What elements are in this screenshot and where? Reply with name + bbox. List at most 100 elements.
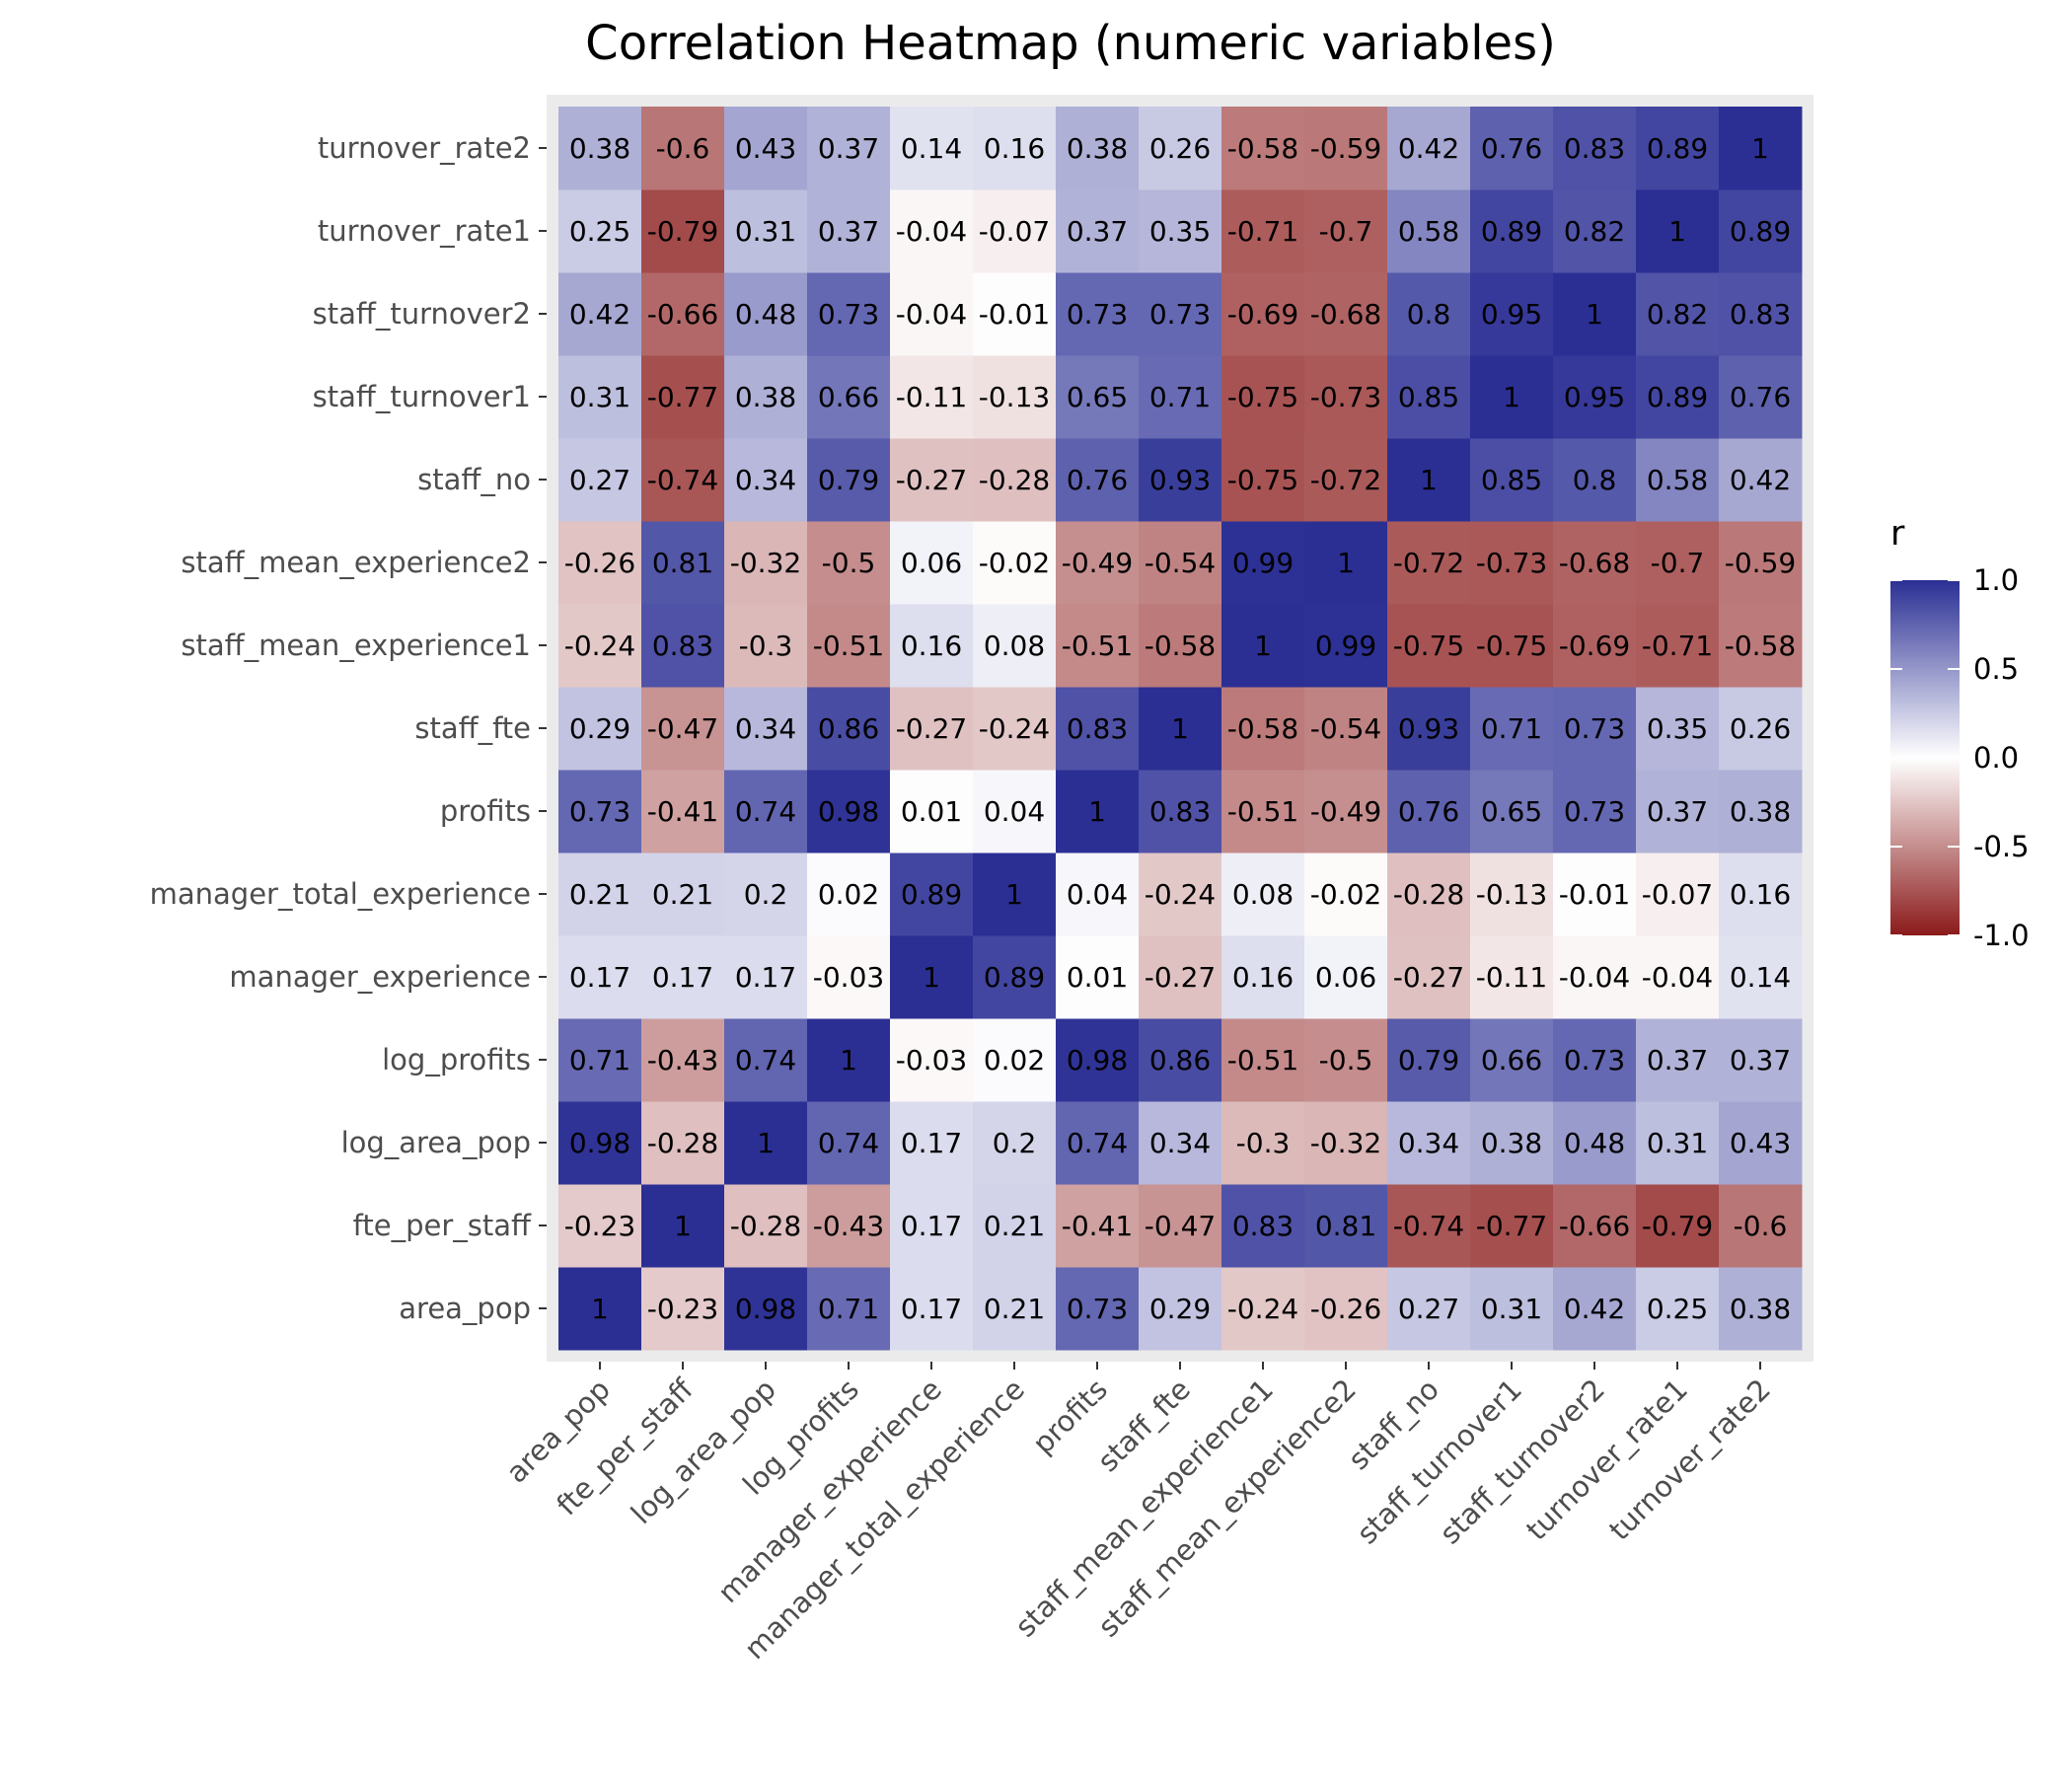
heatmap-cell-log-area-pop-area-pop: [724, 1267, 808, 1351]
heatmap-cell-turnover-rate2-log-profits: [1719, 1018, 1803, 1102]
cell-value-label: -0.79: [1642, 1210, 1713, 1242]
heatmap-cell-log-profits-area-pop: [807, 1267, 891, 1351]
cell-value-label: 0.37: [818, 132, 879, 165]
heatmap-cell-labels: 1-0.230.980.710.170.210.730.29-0.24-0.26…: [564, 132, 1796, 1325]
heatmap-cell-fte-per-staff-profits: [641, 770, 725, 853]
cell-value-label: -0.69: [1559, 630, 1630, 662]
cell-value-label: -0.26: [564, 547, 635, 579]
heatmap-cell-turnover-rate2-log-area-pop: [1719, 1101, 1803, 1185]
cell-value-label: 1: [1088, 795, 1106, 828]
cell-value-label: 0.65: [1481, 795, 1542, 828]
cell-value-label: 0.48: [1564, 1127, 1625, 1159]
heatmap-cell-fte-per-staff-staff-mean-experience2: [641, 521, 725, 605]
heatmap-cell-staff-fte-staff-turnover1: [1139, 355, 1222, 439]
heatmap-cell-staff-mean-experience1-log-area-pop: [1221, 1101, 1305, 1185]
heatmap-cell-turnover-rate2-staff-turnover1: [1719, 355, 1803, 439]
heatmap-cell-area-pop-turnover-rate1: [558, 189, 642, 273]
cell-value-label: 0.01: [901, 795, 962, 828]
cell-value-label: 0.89: [1481, 215, 1542, 248]
cell-value-label: 0.06: [901, 547, 962, 579]
heatmap-cell-fte-per-staff-area-pop: [641, 1267, 725, 1351]
cell-value-label: 0.27: [1398, 1293, 1459, 1325]
heatmap-cell-profits-profits: [1056, 770, 1140, 853]
cell-value-label: 0.98: [1067, 1044, 1128, 1076]
cell-value-label: 0.16: [901, 630, 962, 662]
heatmap-cell-turnover-rate1-turnover-rate1: [1636, 189, 1720, 273]
heatmap-cell-staff-turnover2-manager-total-experience: [1553, 853, 1637, 936]
heatmap-cell-profits-area-pop: [1056, 1267, 1140, 1351]
heatmap-cell-staff-mean-experience1-profits: [1221, 770, 1305, 853]
heatmap-cell-fte-per-staff-fte-per-staff: [641, 1184, 725, 1268]
cell-value-label: -0.58: [1227, 712, 1298, 745]
heatmap-cell-turnover-rate2-staff-fte: [1719, 687, 1803, 771]
cell-value-label: -0.7: [1319, 215, 1373, 248]
heatmap-cell-log-profits-fte-per-staff: [807, 1184, 891, 1268]
cell-value-label: 0.71: [569, 1044, 630, 1076]
cell-value-label: -0.27: [896, 464, 967, 496]
heatmap-cell-profits-staff-mean-experience2: [1056, 521, 1140, 605]
heatmap-cell-staff-turnover1-staff-mean-experience1: [1470, 604, 1554, 688]
cell-value-label: -0.51: [1062, 630, 1133, 662]
heatmap-cell-staff-no-turnover-rate2: [1387, 107, 1471, 190]
heatmap-cell-staff-fte-staff-mean-experience2: [1139, 521, 1222, 605]
cell-value-label: 0.76: [1730, 381, 1791, 413]
heatmap-cell-manager-total-experience-profits: [973, 770, 1057, 853]
heatmap-cell-log-profits-profits: [807, 770, 891, 853]
cell-value-label: 0.34: [1149, 1127, 1211, 1159]
cell-value-label: 0.17: [901, 1127, 962, 1159]
cell-value-label: 0.66: [1481, 1044, 1542, 1076]
heatmap-cell-staff-no-log-area-pop: [1387, 1101, 1471, 1185]
heatmap-cell-staff-turnover2-staff-mean-experience2: [1553, 521, 1637, 605]
heatmap-cell-turnover-rate1-manager-total-experience: [1636, 853, 1720, 936]
cell-value-label: -0.41: [1062, 1210, 1133, 1242]
heatmap-cell-staff-turnover2-fte-per-staff: [1553, 1184, 1637, 1268]
cell-value-label: 0.76: [1398, 795, 1459, 828]
heatmap-cell-log-area-pop-log-profits: [724, 1018, 808, 1102]
cell-value-label: -0.11: [896, 381, 967, 413]
y-tick-label-turnover-rate1: turnover_rate1: [318, 214, 531, 248]
heatmap-cell-staff-fte-staff-turnover2: [1139, 272, 1222, 356]
heatmap-cell-turnover-rate2-manager-experience: [1719, 935, 1803, 1019]
heatmap-cell-turnover-rate2-manager-total-experience: [1719, 853, 1803, 936]
cell-value-label: 0.89: [1647, 381, 1708, 413]
heatmap-cell-profits-manager-experience: [1056, 935, 1140, 1019]
legend-tick-label: 0.5: [1973, 652, 2019, 686]
heatmap-cell-manager-experience-staff-turnover1: [890, 355, 974, 439]
cell-value-label: 0.98: [818, 795, 879, 828]
cell-value-label: 0.37: [1647, 795, 1708, 828]
heatmap-cell-staff-fte-staff-fte: [1139, 687, 1222, 771]
cell-value-label: 0.26: [1149, 132, 1211, 165]
heatmap-cell-staff-turnover2-manager-experience: [1553, 935, 1637, 1019]
cell-value-label: 1: [1337, 547, 1355, 579]
cell-value-label: 0.21: [984, 1210, 1045, 1242]
heatmap-cell-fte-per-staff-staff-no: [641, 438, 725, 522]
heatmap-cell-staff-fte-staff-mean-experience1: [1139, 604, 1222, 688]
cell-value-label: 0.38: [1730, 1293, 1791, 1325]
cell-value-label: -0.23: [564, 1210, 635, 1242]
heatmap-cell-log-profits-log-profits: [807, 1018, 891, 1102]
cell-value-label: 0.58: [1398, 215, 1459, 248]
heatmap-cell-staff-no-staff-mean-experience2: [1387, 521, 1471, 605]
cell-value-label: 1: [1420, 464, 1438, 496]
cell-value-label: 0.42: [569, 298, 630, 331]
heatmap-cell-log-area-pop-staff-turnover1: [724, 355, 808, 439]
cell-value-label: -0.24: [1145, 878, 1216, 911]
cell-value-label: 0.38: [735, 381, 796, 413]
cell-value-label: 0.17: [901, 1210, 962, 1242]
cell-value-label: 0.83: [652, 630, 713, 662]
cell-value-label: -0.02: [1310, 878, 1381, 911]
heatmap-cell-area-pop-profits: [558, 770, 642, 853]
cell-value-label: 1: [674, 1210, 692, 1242]
cell-value-label: 0.85: [1398, 381, 1459, 413]
cell-value-label: 0.98: [569, 1127, 630, 1159]
cell-value-label: 0.43: [735, 132, 796, 165]
heatmap-cell-staff-turnover2-staff-turnover2: [1553, 272, 1637, 356]
heatmap-cells: [558, 107, 1803, 1351]
cell-value-label: 0.04: [984, 795, 1045, 828]
cell-value-label: 0.21: [652, 878, 713, 911]
cell-value-label: 1: [757, 1127, 775, 1159]
heatmap-cell-area-pop-staff-mean-experience2: [558, 521, 642, 605]
cell-value-label: -0.75: [1393, 630, 1464, 662]
